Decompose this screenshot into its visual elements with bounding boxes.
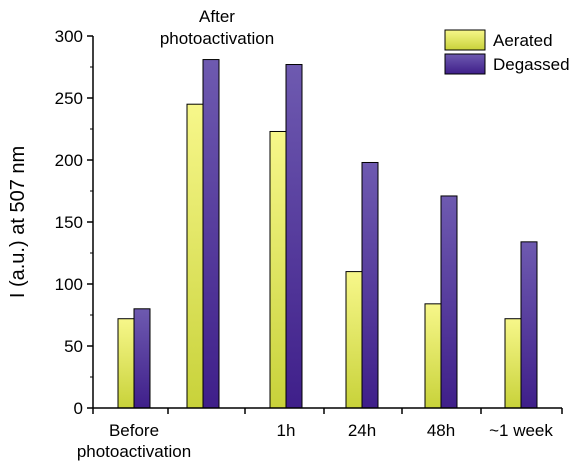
annotation-0-line-1: photoactivation	[160, 29, 274, 48]
y-tick-label-50: 50	[64, 337, 83, 356]
bar-degassed-1	[202, 59, 220, 409]
bar-aerated-0	[117, 318, 135, 409]
y-tick-label-250: 250	[55, 89, 83, 108]
x-tick-label-4-0: 48h	[427, 421, 455, 440]
legend-label-degassed: Degassed	[493, 55, 570, 74]
bar-degassed-0	[133, 308, 151, 409]
bar-aerated-5	[504, 318, 522, 409]
x-tick-label-0-1: photoactivation	[77, 442, 191, 461]
x-tick-label-0-0: Before	[109, 421, 159, 440]
y-axis-title: I (a.u.) at 507 nm	[7, 146, 29, 298]
bars-group	[117, 59, 538, 409]
x-tick-label-5-0: ~1 week	[489, 421, 553, 440]
annotations-group: After photoactivation	[160, 7, 274, 48]
annotation-0-line-0: After	[199, 7, 235, 26]
bar-degassed-4	[440, 195, 458, 409]
y-tick-label-200: 200	[55, 151, 83, 170]
x-tick-label-3-0: 24h	[348, 421, 376, 440]
legend-swatch-aerated	[444, 29, 486, 51]
y-tick-label-300: 300	[55, 27, 83, 46]
bar-aerated-3	[345, 271, 363, 409]
ticks-group: 0 50 100 150 200 250 300 Before photoactivation 1…	[7, 27, 563, 461]
legend-label-aerated: Aerated	[493, 31, 553, 50]
bar-degassed-3	[361, 161, 379, 409]
x-tick-label-2-0: 1h	[277, 421, 296, 440]
y-tick-label-100: 100	[55, 275, 83, 294]
bar-aerated-4	[424, 303, 442, 409]
bar-aerated-2	[269, 130, 287, 409]
y-tick-label-0: 0	[74, 399, 83, 418]
bar-degassed-5	[520, 241, 538, 409]
bar-degassed-2	[285, 64, 303, 409]
axes-group	[92, 36, 562, 409]
legend-swatch-degassed	[444, 53, 486, 75]
legend: Aerated Degassed	[444, 29, 570, 75]
bar-aerated-1	[186, 103, 204, 409]
y-tick-label-150: 150	[55, 213, 83, 232]
